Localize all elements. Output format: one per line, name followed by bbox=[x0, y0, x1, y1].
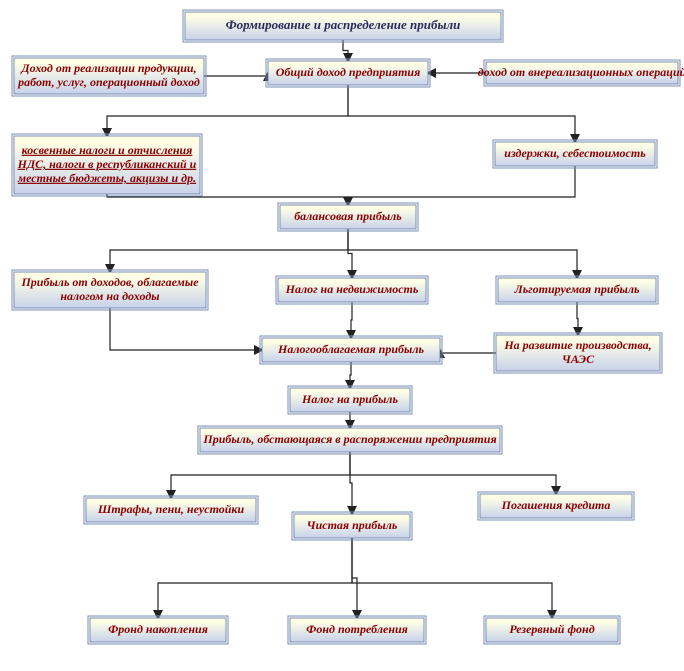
node-lgot: Льготируемая прибыль bbox=[496, 276, 658, 304]
flowchart-canvas: Формирование и распределение прибыли Дохо… bbox=[0, 0, 684, 671]
node-shtraf-line-0: Штрафы, пени, неустойки bbox=[97, 502, 245, 516]
node-pogash: Погашения кредита bbox=[478, 492, 634, 520]
node-balans-line-0: балансовая прибыль bbox=[294, 209, 402, 223]
node-title-line-0: Формирование и распределение прибыли bbox=[226, 17, 461, 32]
edge-balans-to-pribyl_d bbox=[110, 229, 348, 272]
node-razv-line-0: На развитие производства, bbox=[503, 338, 651, 352]
node-izd-line-0: издержки, себестоимость bbox=[504, 146, 646, 160]
node-shtraf: Штрафы, пени, неустойки bbox=[84, 496, 258, 524]
edge-pribyl_r-to-shtraf bbox=[171, 452, 350, 498]
node-nalog_ned-line-0: Налог на недвижимость bbox=[285, 282, 419, 296]
node-rezerv-line-0: Резервный фонд bbox=[509, 622, 594, 636]
node-chist-line-0: Чистая прибыль bbox=[307, 518, 398, 532]
node-kosv-line-1: НДС, налоги в республиканский и bbox=[17, 157, 197, 171]
node-kosv-line-0: косвенные налоги и отчисления bbox=[22, 143, 193, 157]
node-pribyl_d-line-1: налогом на доходы bbox=[60, 289, 159, 303]
node-dohod_real-line-1: работ, услуг, операционный доход bbox=[17, 75, 200, 89]
node-nalog_pr-line-0: Налог на прибыль bbox=[301, 392, 398, 406]
node-nalog_ned: Налог на недвижимость bbox=[276, 276, 428, 304]
edge-izd-to-balans bbox=[348, 166, 575, 205]
edge-pribyl_d-to-nalobl bbox=[110, 308, 262, 350]
node-pogash-line-0: Погашения кредита bbox=[501, 498, 611, 512]
node-title: Формирование и распределение прибыли bbox=[183, 10, 503, 42]
node-pribyl_r-line-0: Прибыль, обстающаяся в распоряжении пред… bbox=[202, 432, 496, 446]
node-dohod_real: Доход от реализации продукции,работ, усл… bbox=[12, 56, 206, 96]
node-dohod_vne-line-0: доход от внереализационных операций bbox=[478, 65, 684, 79]
node-pribyl_d-line-0: Прибыль от доходов, облагаемые bbox=[20, 275, 199, 289]
edge-obsch-to-izd bbox=[348, 85, 575, 142]
node-fnakop-line-0: Фронд накопления bbox=[108, 622, 208, 636]
node-razv: На развитие производства,ЧАЭС bbox=[494, 333, 662, 373]
node-izd: издержки, себестоимость bbox=[493, 140, 657, 168]
edge-chist-to-rezerv bbox=[352, 538, 552, 618]
edge-dohod_real-to-obsch bbox=[204, 73, 268, 76]
node-fpotr-line-0: Фонд потребления bbox=[306, 622, 408, 636]
node-rezerv: Резервный фонд bbox=[484, 616, 620, 644]
edge-chist-to-fnakop bbox=[158, 538, 352, 618]
edge-chist-to-fpotr bbox=[352, 538, 357, 618]
node-nalobl-line-0: Налогооблагаемая прибыль bbox=[277, 342, 424, 356]
node-obsch: Общий доход предприятия bbox=[266, 59, 430, 87]
node-pribyl_d: Прибыль от доходов, облагаемыеналогом на… bbox=[12, 270, 208, 310]
edge-lgot-to-razv bbox=[577, 302, 578, 335]
edge-nalog_ned-to-nalobl bbox=[351, 302, 352, 338]
node-nalog_pr: Налог на прибыль bbox=[288, 386, 412, 414]
node-chist: Чистая прибыль bbox=[292, 512, 412, 540]
node-obsch-line-0: Общий доход предприятия bbox=[276, 65, 421, 79]
edge-balans-to-lgot bbox=[348, 229, 577, 278]
node-dohod_vne: доход от внереализационных операций bbox=[478, 60, 684, 86]
node-razv-line-1: ЧАЭС bbox=[562, 352, 595, 366]
node-fpotr: Фонд потребления bbox=[288, 616, 426, 644]
node-balans: балансовая прибыль bbox=[278, 203, 418, 231]
node-pribyl_r: Прибыль, обстающаяся в распоряжении пред… bbox=[198, 426, 502, 454]
edge-pribyl_r-to-pogash bbox=[350, 452, 556, 494]
node-nalobl: Налогооблагаемая прибыль bbox=[260, 336, 442, 364]
edge-razv-to-nalobl bbox=[440, 350, 496, 353]
edge-title-to-obsch bbox=[343, 40, 348, 61]
node-kosv: косвенные налоги и отчисленияНДС, налоги… bbox=[12, 134, 202, 196]
node-lgot-line-0: Льготируемая прибыль bbox=[513, 282, 640, 296]
node-fnakop: Фронд накопления bbox=[88, 616, 228, 644]
node-dohod_real-line-0: Доход от реализации продукции, bbox=[20, 61, 196, 75]
edge-nalobl-to-nalog_pr bbox=[350, 362, 351, 388]
node-kosv-line-2: местные бюджеты, акцизы и др. bbox=[17, 171, 196, 185]
